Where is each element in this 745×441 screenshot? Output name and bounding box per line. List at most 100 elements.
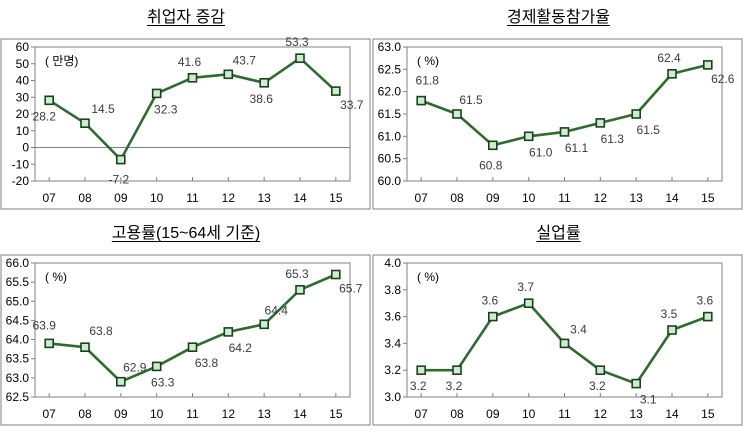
svg-text:28.2: 28.2 <box>33 109 57 123</box>
svg-text:12: 12 <box>594 191 608 205</box>
svg-text:61.5: 61.5 <box>378 107 402 121</box>
svg-text:09: 09 <box>486 407 500 421</box>
svg-text:3.4: 3.4 <box>384 336 401 350</box>
svg-text:14: 14 <box>665 191 679 205</box>
svg-text:09: 09 <box>486 191 500 205</box>
svg-text:3.8: 3.8 <box>384 283 401 297</box>
svg-text:66.0: 66.0 <box>6 256 30 270</box>
svg-text:13: 13 <box>257 407 271 421</box>
svg-text:61.0: 61.0 <box>378 129 402 143</box>
svg-text:11: 11 <box>558 407 571 421</box>
svg-text:08: 08 <box>78 191 92 205</box>
svg-text:61.1: 61.1 <box>565 141 589 155</box>
svg-text:07: 07 <box>414 191 428 205</box>
svg-text:61.8: 61.8 <box>416 74 440 88</box>
svg-text:11: 11 <box>186 407 199 421</box>
svg-text:09: 09 <box>114 191 128 205</box>
svg-text:12: 12 <box>222 407 236 421</box>
svg-text:3.2: 3.2 <box>384 363 401 377</box>
svg-text:50: 50 <box>16 57 30 71</box>
svg-text:3.2: 3.2 <box>589 379 606 393</box>
svg-text:63.0: 63.0 <box>378 40 402 54</box>
svg-text:32.3: 32.3 <box>154 102 178 116</box>
svg-text:3.0: 3.0 <box>384 390 401 404</box>
svg-text:3.1: 3.1 <box>640 393 657 407</box>
svg-text:63.0: 63.0 <box>6 371 30 385</box>
svg-text:13: 13 <box>629 407 643 421</box>
svg-text:65.0: 65.0 <box>6 294 30 308</box>
svg-text:12: 12 <box>594 407 608 421</box>
svg-text:62.6: 62.6 <box>711 72 735 86</box>
svg-text:40: 40 <box>16 74 30 88</box>
svg-text:62.0: 62.0 <box>378 85 402 99</box>
svg-text:15: 15 <box>329 191 343 205</box>
svg-text:65.3: 65.3 <box>285 267 309 281</box>
svg-text:60: 60 <box>16 40 30 54</box>
svg-text:53.3: 53.3 <box>285 35 309 49</box>
svg-text:63.9: 63.9 <box>33 318 57 332</box>
svg-text:11: 11 <box>558 191 571 205</box>
svg-text:63.8: 63.8 <box>195 356 219 370</box>
svg-text:13: 13 <box>629 191 643 205</box>
svg-text:14: 14 <box>293 407 307 421</box>
svg-text:0: 0 <box>22 141 29 155</box>
svg-text:08: 08 <box>450 407 464 421</box>
svg-text:15: 15 <box>701 407 715 421</box>
svg-text:60.0: 60.0 <box>378 174 402 188</box>
svg-text:14: 14 <box>293 191 307 205</box>
svg-text:62.4: 62.4 <box>657 51 681 65</box>
svg-text:-20: -20 <box>12 174 30 188</box>
svg-text:14.5: 14.5 <box>91 102 115 116</box>
svg-text:3.2: 3.2 <box>446 379 463 393</box>
svg-text:65.5: 65.5 <box>6 275 30 289</box>
svg-text:4.0: 4.0 <box>384 256 401 270</box>
svg-text:12: 12 <box>222 191 236 205</box>
svg-text:63.3: 63.3 <box>151 375 175 389</box>
svg-text:64.2: 64.2 <box>229 341 253 355</box>
svg-text:65.7: 65.7 <box>339 282 363 296</box>
svg-text:61.5: 61.5 <box>637 123 661 137</box>
svg-text:( 만명): ( 만명) <box>45 54 78 68</box>
svg-text:61.0: 61.0 <box>529 145 553 159</box>
svg-text:63.5: 63.5 <box>6 352 30 366</box>
svg-text:3.7: 3.7 <box>517 280 534 294</box>
svg-text:61.3: 61.3 <box>601 132 625 146</box>
svg-text:07: 07 <box>42 407 56 421</box>
svg-text:10: 10 <box>16 124 30 138</box>
svg-text:3.2: 3.2 <box>410 379 427 393</box>
svg-text:10: 10 <box>150 407 164 421</box>
svg-text:64.5: 64.5 <box>6 313 30 327</box>
svg-text:60.5: 60.5 <box>378 152 402 166</box>
svg-text:60.8: 60.8 <box>479 158 503 172</box>
svg-text:3.5: 3.5 <box>661 307 678 321</box>
svg-text:08: 08 <box>78 407 92 421</box>
svg-text:10: 10 <box>522 191 536 205</box>
svg-text:11: 11 <box>186 191 199 205</box>
svg-text:( %): ( %) <box>45 270 67 284</box>
svg-text:64.0: 64.0 <box>6 333 30 347</box>
svg-text:10: 10 <box>150 191 164 205</box>
svg-text:( %): ( %) <box>417 270 439 284</box>
svg-text:15: 15 <box>329 407 343 421</box>
svg-text:14: 14 <box>665 407 679 421</box>
svg-text:62.9: 62.9 <box>123 361 147 375</box>
svg-text:-7.2: -7.2 <box>108 173 129 187</box>
svg-text:62.5: 62.5 <box>6 390 30 404</box>
svg-text:3.6: 3.6 <box>384 310 401 324</box>
svg-text:07: 07 <box>42 191 56 205</box>
svg-text:64.4: 64.4 <box>265 303 289 317</box>
svg-text:-10: -10 <box>12 157 30 171</box>
svg-text:20: 20 <box>16 107 30 121</box>
svg-text:( %): ( %) <box>417 54 439 68</box>
svg-text:41.6: 41.6 <box>178 55 202 69</box>
svg-text:43.7: 43.7 <box>233 53 257 67</box>
svg-text:13: 13 <box>257 191 271 205</box>
svg-text:30: 30 <box>16 90 30 104</box>
svg-text:63.8: 63.8 <box>89 324 113 338</box>
svg-text:61.5: 61.5 <box>459 93 483 107</box>
svg-text:07: 07 <box>414 407 428 421</box>
svg-text:38.6: 38.6 <box>250 92 274 106</box>
svg-text:33.7: 33.7 <box>340 98 364 112</box>
svg-text:09: 09 <box>114 407 128 421</box>
svg-text:10: 10 <box>522 407 536 421</box>
